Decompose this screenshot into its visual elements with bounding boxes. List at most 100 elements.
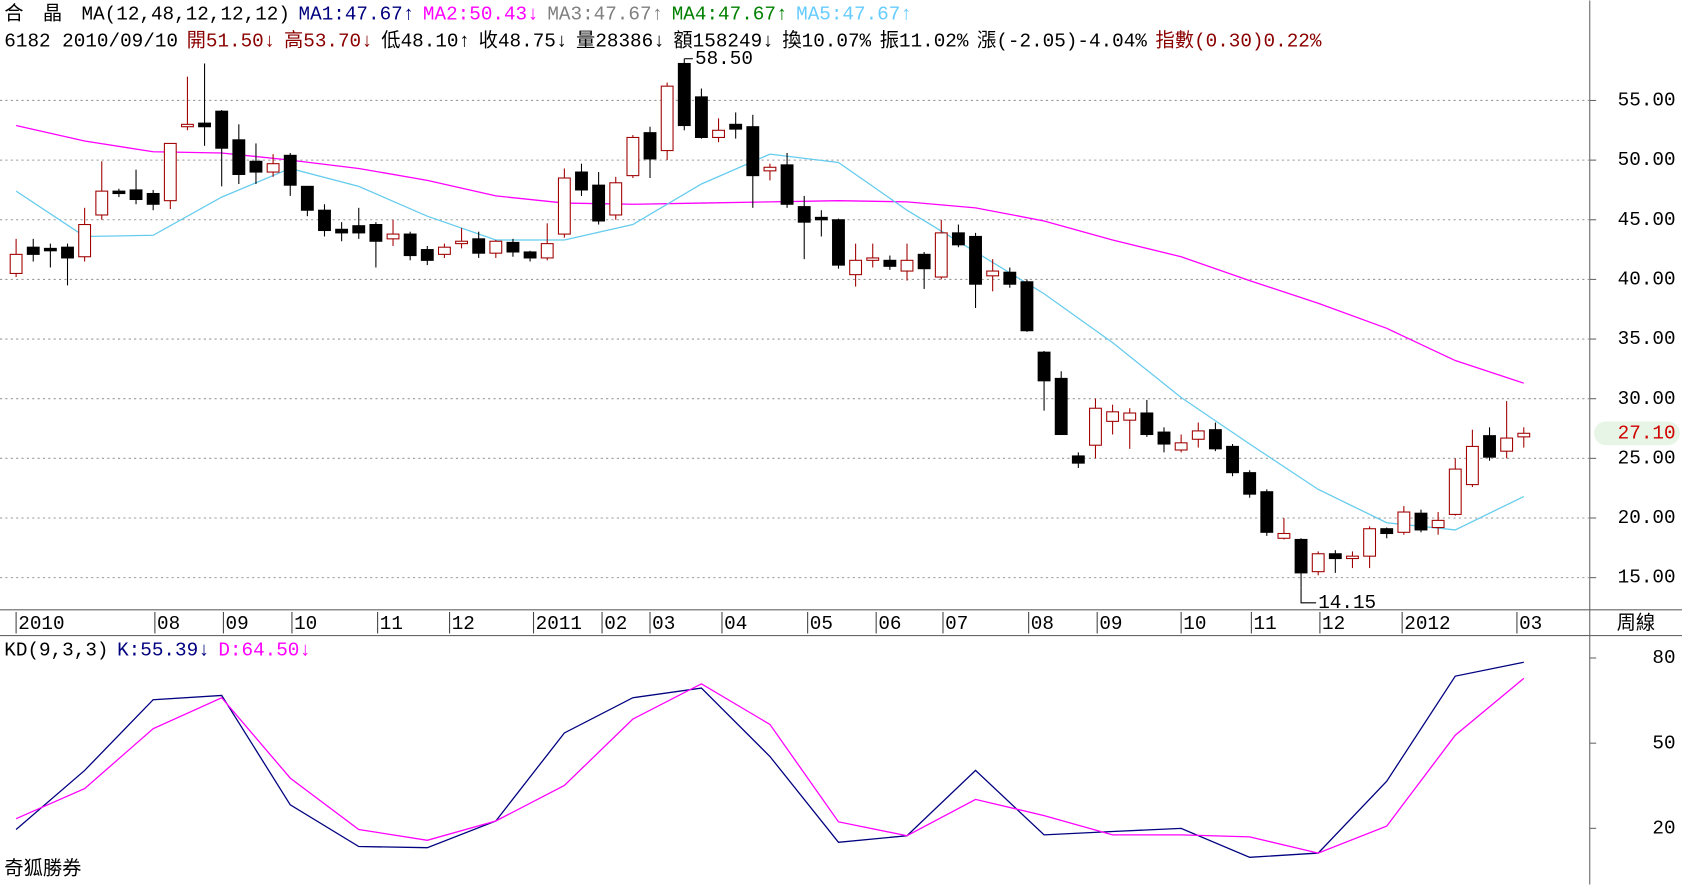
indicator-line <box>15 677 1525 854</box>
annotation-connector <box>1300 587 1317 604</box>
candle-body <box>1311 553 1325 573</box>
y-tick-label: 80 <box>1652 647 1675 669</box>
candle-body <box>249 160 263 173</box>
candle-body <box>78 223 92 258</box>
candle-body <box>1226 445 1239 474</box>
candle-body <box>1020 281 1034 332</box>
ma-legend: MA1:47.67↑ <box>299 4 415 26</box>
candle-body <box>1277 532 1291 539</box>
candle-body <box>403 233 417 257</box>
quote-info: 6182 2010/09/10 <box>4 30 178 52</box>
x-tick-label: 09 <box>226 613 249 635</box>
candle-body <box>1089 407 1102 446</box>
annotation-label: 58.50 <box>695 48 753 70</box>
candle-body <box>917 253 931 270</box>
quote-info: 高53.70↓ <box>284 29 373 52</box>
candle-body <box>763 166 777 172</box>
candle-body <box>1191 430 1205 440</box>
moving-average-line <box>15 153 1525 531</box>
candle-body <box>455 240 468 245</box>
candle-body <box>660 85 674 152</box>
indicator-line <box>15 661 1524 858</box>
candle-body <box>283 154 297 186</box>
candle-body <box>1380 528 1394 535</box>
x-tick-label: 07 <box>945 613 968 635</box>
legend-entry: K:55.39↓ <box>117 640 210 662</box>
candle-body <box>300 185 314 211</box>
candle-body <box>1243 472 1257 495</box>
x-tick-label: 09 <box>1099 613 1122 635</box>
candle-body <box>1054 377 1068 436</box>
candle-body <box>969 235 982 285</box>
x-tick-label: 04 <box>724 613 747 635</box>
candle-body <box>866 257 880 261</box>
quote-info: 漲(-2.05)-4.04% <box>977 29 1147 52</box>
period-label: 周線 <box>1617 612 1656 635</box>
candle-body <box>198 122 212 128</box>
candle-body <box>986 270 1000 277</box>
candle-body <box>729 123 743 130</box>
candle-body <box>1140 412 1154 436</box>
candle-body <box>523 251 537 259</box>
stock-name: 合 晶 <box>4 3 62 26</box>
quote-info: 收48.75↓ <box>479 29 568 52</box>
candle-body <box>900 259 914 272</box>
quote-info: 開51.50↓ <box>187 30 276 52</box>
candle-body <box>540 243 554 259</box>
candle-body <box>1363 528 1377 557</box>
x-tick-label: 2012 <box>1404 613 1450 635</box>
y-tick-label: 55.00 <box>1618 90 1676 112</box>
candle-body <box>352 225 366 234</box>
legend: KD(9,3,3) K:55.39↓ D:64.50↓ <box>4 640 311 662</box>
y-tick-label: 35.00 <box>1618 328 1676 350</box>
quote-info: 換10.07% <box>782 29 871 52</box>
candle-body <box>557 177 571 235</box>
candle-body <box>9 253 23 274</box>
x-tick-label: 12 <box>1322 613 1345 635</box>
y-tick-label: 50 <box>1652 732 1675 754</box>
y-tick-label: 30.00 <box>1618 388 1676 410</box>
candle-body <box>43 247 57 252</box>
x-tick-label: 12 <box>452 613 475 635</box>
x-tick-label: 08 <box>1031 613 1054 635</box>
candle-body <box>814 216 828 221</box>
y-tick-label: 45.00 <box>1618 209 1676 231</box>
candle-body <box>934 232 948 278</box>
ma-params: MA(12,48,12,12,12) <box>82 4 290 26</box>
y-tick-label: 40.00 <box>1618 269 1676 291</box>
y-tick-label: 20 <box>1652 817 1675 839</box>
candle-body <box>95 190 109 216</box>
last-price-box <box>1594 421 1680 446</box>
candle-body <box>1517 432 1531 438</box>
candle-body <box>575 171 588 191</box>
quote-info: 量28386↓ <box>576 30 665 52</box>
candle-body <box>232 139 246 175</box>
last-price-label: 27.10 <box>1618 422 1676 444</box>
candle-body <box>1174 442 1188 451</box>
candle-body <box>437 246 451 255</box>
candle-body <box>609 182 623 216</box>
moving-average-line <box>15 124 1524 384</box>
x-tick-label: 11 <box>380 613 403 635</box>
candle-body <box>318 209 331 232</box>
candle-body <box>1465 445 1479 486</box>
x-tick-label: 03 <box>1519 613 1542 635</box>
candle-body <box>746 126 760 177</box>
candle-body <box>1106 411 1120 422</box>
candle-body <box>883 259 897 267</box>
annotation-label: 14.15 <box>1318 592 1376 614</box>
ma-legend: MA2:50.43↓ <box>423 4 539 26</box>
candle-body <box>1448 468 1462 515</box>
candle-body <box>420 249 434 261</box>
candle-body <box>369 223 383 242</box>
candle-body <box>1123 412 1137 421</box>
candle-body <box>506 241 520 253</box>
candle-body <box>1483 435 1496 458</box>
x-tick-label: 05 <box>810 613 833 635</box>
candle-body <box>592 184 606 222</box>
candle-body <box>643 132 657 160</box>
candle-body <box>797 206 811 223</box>
